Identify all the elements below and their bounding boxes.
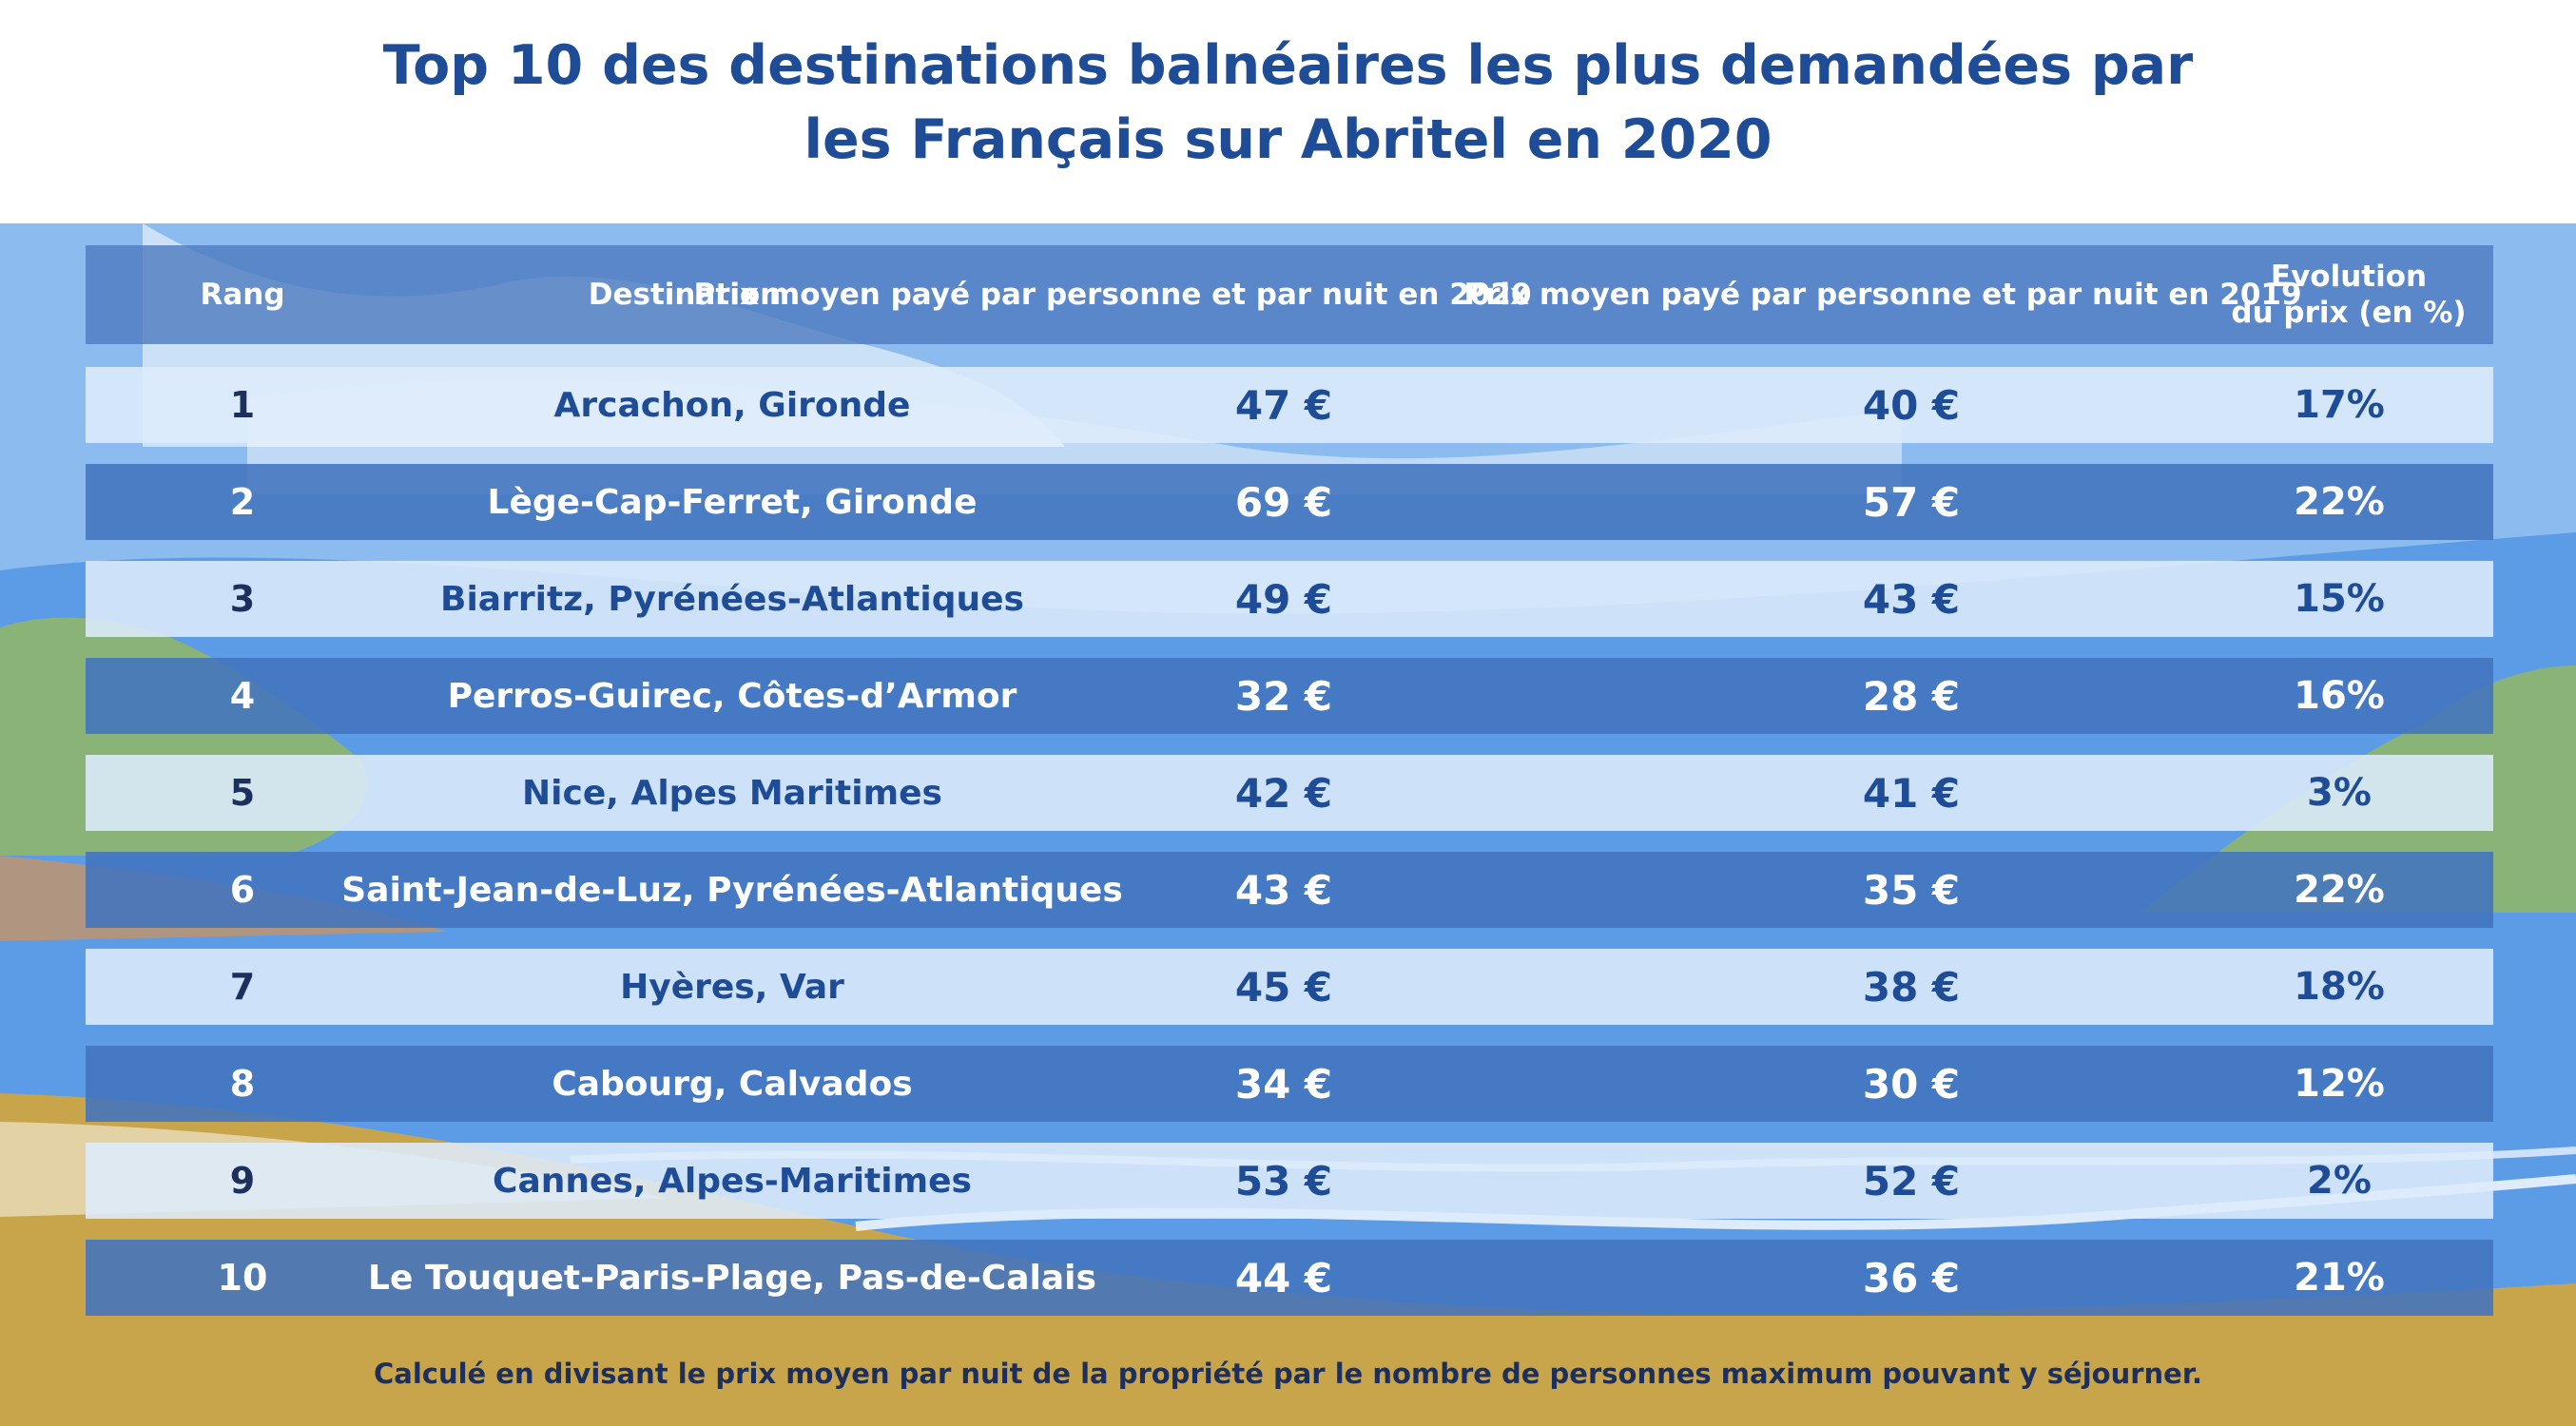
table-row: 7 Hyères, Var 45 € 38 € 18% — [86, 949, 2493, 1025]
destination-cell: Perros-Guirec, Côtes-d’Armor — [447, 676, 1017, 716]
table-row: 10 Le Touquet-Paris-Plage, Pas-de-Calais 4… — [86, 1240, 2493, 1316]
price-2020-cell: 42 € — [1234, 769, 1333, 817]
price-2020-cell: 34 € — [1234, 1060, 1333, 1108]
evolution-cell: 16% — [2294, 674, 2385, 718]
destination-cell: Biarritz, Pyrénées-Atlantiques — [440, 579, 1024, 619]
price-2020-cell: 47 € — [1234, 381, 1333, 429]
price-2020-cell: 53 € — [1234, 1157, 1333, 1204]
table-row: 9 Cannes, Alpes-Maritimes 53 € 52 € 2% — [86, 1143, 2493, 1219]
header-price-2019: Prix moyen payé par personne et par nuit… — [1463, 278, 2302, 312]
rank-cell: 6 — [229, 869, 256, 911]
header-evolution-line-2: du prix (en %) — [2231, 296, 2467, 330]
table-header-row: Rang Destination Prix moyen payé par per… — [86, 245, 2493, 344]
rank-cell: 5 — [229, 772, 256, 814]
evolution-cell: 21% — [2294, 1256, 2385, 1300]
destination-cell: Cabourg, Calvados — [552, 1064, 913, 1104]
price-2020-cell: 45 € — [1234, 963, 1333, 1011]
price-2019-cell: 36 € — [1862, 1254, 1961, 1301]
price-2020-cell: 44 € — [1234, 1254, 1333, 1301]
table-row: 5 Nice, Alpes Maritimes 42 € 41 € 3% — [86, 755, 2493, 831]
price-2019-cell: 38 € — [1862, 963, 1961, 1011]
header-destination: Destination — [588, 278, 782, 312]
destination-cell: Nice, Alpes Maritimes — [522, 773, 942, 813]
destination-cell: Le Touquet-Paris-Plage, Pas-de-Calais — [368, 1258, 1096, 1298]
destination-cell: Arcachon, Gironde — [553, 385, 911, 425]
evolution-cell: 17% — [2294, 383, 2385, 427]
price-2019-cell: 30 € — [1862, 1060, 1961, 1108]
price-2019-cell: 52 € — [1862, 1157, 1961, 1204]
table-row: 8 Cabourg, Calvados 34 € 30 € 12% — [86, 1046, 2493, 1122]
table-row: 6 Saint-Jean-de-Luz, Pyrénées-Atlantiques… — [86, 852, 2493, 928]
rank-cell: 9 — [229, 1160, 256, 1202]
rank-cell: 7 — [229, 966, 256, 1008]
price-2020-cell: 43 € — [1234, 866, 1333, 914]
price-2020-cell: 69 € — [1234, 478, 1333, 526]
evolution-cell: 18% — [2294, 965, 2385, 1009]
rank-cell: 8 — [229, 1063, 256, 1105]
table-row: 4 Perros-Guirec, Côtes-d’Armor 32 € 28 € 16% — [86, 658, 2493, 734]
table-row: 2 Lège-Cap-Ferret, Gironde 69 € 57 € 22% — [86, 464, 2493, 540]
price-2020-cell: 49 € — [1234, 575, 1333, 623]
evolution-cell: 15% — [2294, 577, 2385, 621]
rank-cell: 1 — [229, 384, 256, 426]
evolution-cell: 2% — [2307, 1159, 2372, 1203]
header-evolution-line-1: Evolution — [2270, 260, 2428, 294]
header-rank: Rang — [200, 278, 285, 312]
destination-cell: Saint-Jean-de-Luz, Pyrénées-Atlantiques — [341, 870, 1123, 910]
header-evolution: Evolution du prix (en %) — [2216, 245, 2482, 344]
destination-cell: Hyères, Var — [620, 967, 844, 1007]
rank-cell: 3 — [229, 578, 256, 620]
price-2020-cell: 32 € — [1234, 672, 1333, 720]
price-2019-cell: 57 € — [1862, 478, 1961, 526]
page-title: Top 10 des destinations balnéaires les p… — [0, 29, 2576, 177]
price-2019-cell: 28 € — [1862, 672, 1961, 720]
price-2019-cell: 43 € — [1862, 575, 1961, 623]
rank-cell: 2 — [229, 481, 256, 523]
table-row: 1 Arcachon, Gironde 47 € 40 € 17% — [86, 367, 2493, 443]
rank-cell: 10 — [217, 1257, 268, 1299]
price-2019-cell: 41 € — [1862, 769, 1961, 817]
title-line-1: Top 10 des destinations balnéaires les p… — [382, 34, 2194, 97]
rank-cell: 4 — [229, 675, 256, 717]
price-2019-cell: 35 € — [1862, 866, 1961, 914]
header-price-2020: Prix moyen payé par personne et par nuit… — [693, 278, 1532, 312]
evolution-cell: 22% — [2294, 480, 2385, 524]
destination-cell: Lège-Cap-Ferret, Gironde — [487, 482, 978, 522]
evolution-cell: 12% — [2294, 1062, 2385, 1106]
evolution-cell: 3% — [2307, 771, 2372, 815]
title-line-2: les Français sur Abritel en 2020 — [804, 108, 1772, 171]
destination-cell: Cannes, Alpes-Maritimes — [493, 1161, 972, 1201]
footnote: Calculé en divisant le prix moyen par nu… — [373, 1358, 2203, 1390]
evolution-cell: 22% — [2294, 868, 2385, 912]
price-2019-cell: 40 € — [1862, 381, 1961, 429]
table-row: 3 Biarritz, Pyrénées-Atlantiques 49 € 43 € 1… — [86, 561, 2493, 637]
